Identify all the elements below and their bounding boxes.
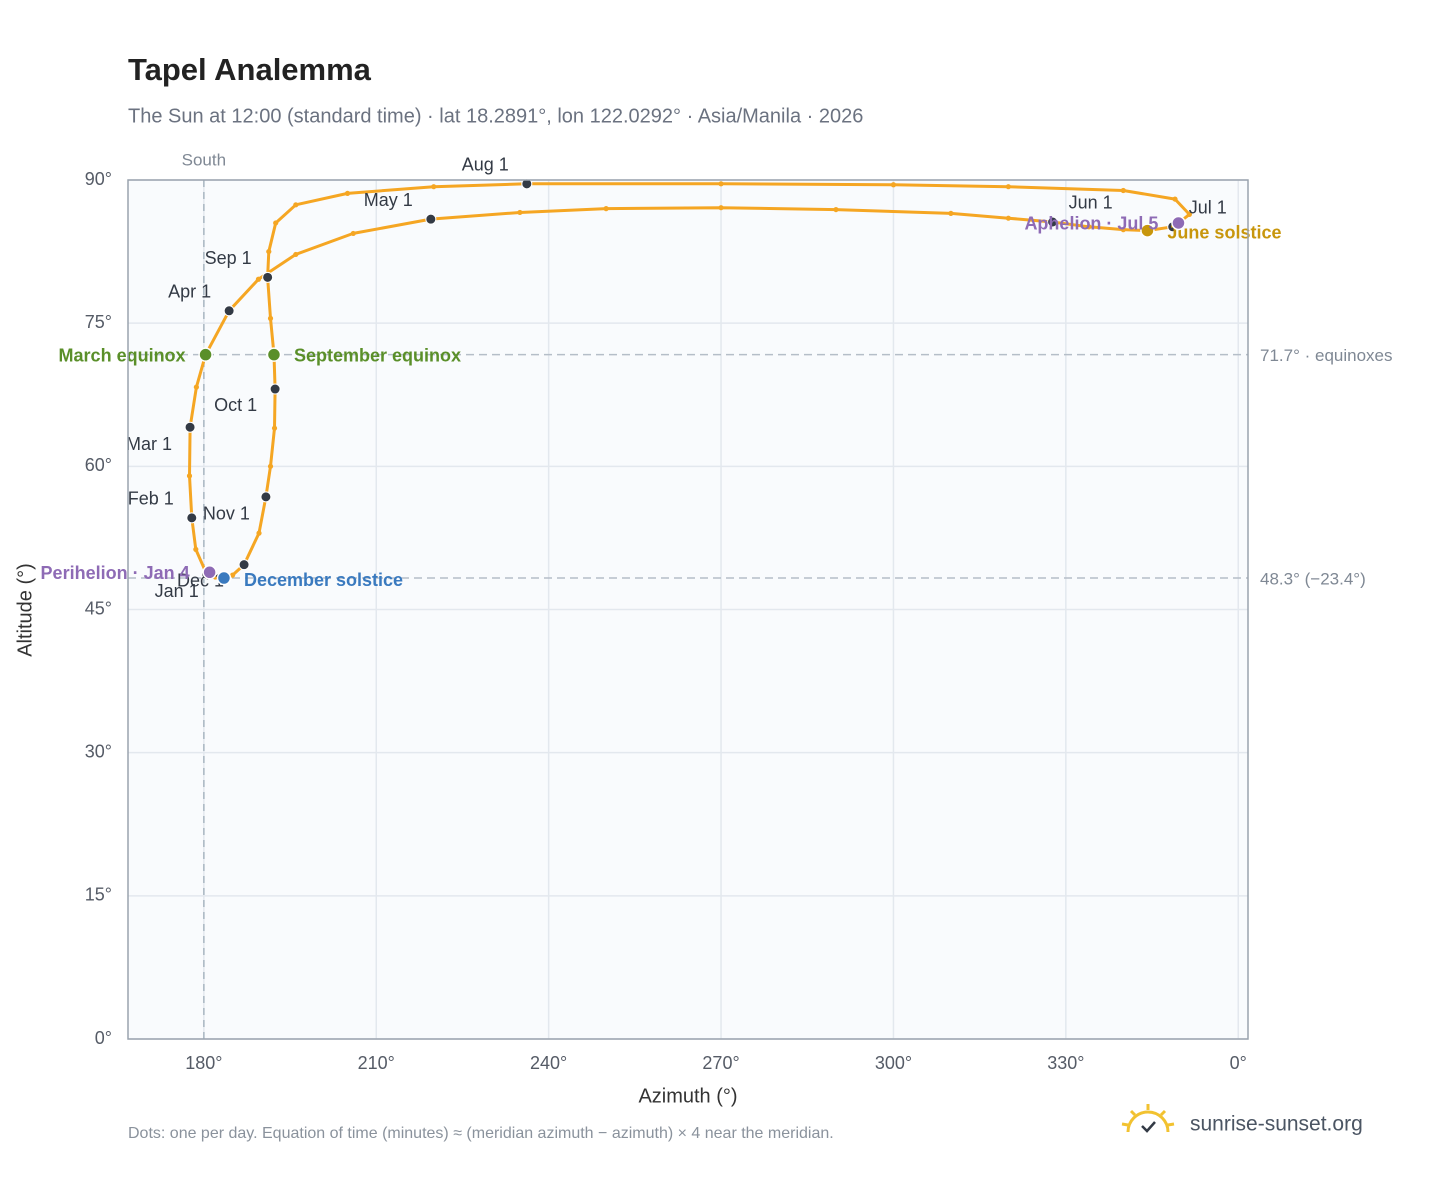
daily-dot [1005, 215, 1011, 221]
daily-dot [273, 220, 279, 226]
month-marker [260, 491, 272, 503]
daily-dot [267, 463, 274, 469]
y-tick-label: 15° [85, 885, 112, 905]
x-tick-label: 180° [185, 1053, 222, 1073]
daily-dot [267, 315, 274, 321]
month-label: Jul 1 [1189, 198, 1227, 218]
brand-logo [1121, 1104, 1175, 1133]
reference-label: 48.3° (−23.4°) [1260, 569, 1366, 588]
month-label: Oct 1 [214, 395, 257, 415]
daily-dot [1172, 196, 1178, 202]
month-marker [184, 421, 196, 433]
reference-label: 71.7° · equinoxes [1260, 346, 1393, 365]
month-marker [269, 383, 281, 395]
event-label: March equinox [59, 345, 186, 365]
chart-subtitle: The Sun at 12:00 (standard time) · lat 1… [128, 105, 863, 127]
month-marker [262, 271, 274, 283]
event-marker [266, 347, 282, 362]
event-label: Perihelion · Jan 4 [41, 563, 190, 583]
month-label: Jan 1 [155, 581, 199, 601]
y-axis-label: Altitude (°) [14, 563, 36, 657]
daily-dot [1186, 211, 1192, 217]
y-tick-label: 60° [85, 455, 112, 475]
daily-dot [293, 251, 299, 258]
event-marker [1140, 223, 1155, 238]
x-tick-label: 210° [358, 1053, 395, 1073]
y-tick-label: 45° [85, 598, 112, 618]
event-label: December solstice [244, 570, 403, 590]
month-marker [238, 559, 250, 571]
daily-dot [186, 473, 193, 479]
x-tick-label: 300° [875, 1053, 912, 1073]
brand-name: sunrise-sunset.org [1190, 1113, 1363, 1136]
daily-dot [271, 425, 278, 431]
month-marker [1047, 216, 1059, 228]
y-tick-label: 0° [95, 1028, 112, 1048]
daily-dot [431, 184, 437, 190]
event-label: Aphelion · Jul 5 [1024, 214, 1158, 234]
chart-title: Tapel Analemma [128, 52, 372, 87]
event-label: June solstice [1167, 222, 1281, 242]
y-tick-label: 30° [85, 741, 112, 761]
month-label: Mar 1 [126, 434, 172, 454]
month-label: Apr 1 [168, 282, 211, 302]
month-label: Feb 1 [128, 489, 174, 509]
daily-dot [1120, 187, 1126, 194]
daily-dot [350, 230, 356, 237]
plot-frame [127, 179, 1249, 1040]
month-label: Nov 1 [203, 504, 250, 524]
month-marker [223, 305, 235, 317]
reference-lines [128, 180, 1248, 1039]
x-axis-label: Azimuth (°) [638, 1085, 737, 1107]
daily-dot [229, 572, 236, 578]
daily-dot [890, 182, 897, 188]
daily-dot [833, 206, 839, 213]
daily-dot [718, 181, 724, 187]
month-marker [186, 512, 198, 524]
y-tick-label: 75° [85, 312, 112, 332]
daily-dot [193, 546, 199, 552]
daily-dot [344, 190, 351, 196]
event-marker [202, 565, 217, 580]
daily-dot [193, 384, 199, 390]
daily-dot [293, 202, 299, 208]
daily-dot [1005, 184, 1011, 190]
daily-dot [1086, 224, 1092, 230]
daily-dot [1120, 227, 1126, 233]
daily-dot [517, 209, 523, 216]
month-label: Aug 1 [462, 155, 509, 175]
x-tick-label: 240° [530, 1053, 567, 1073]
daily-dot [948, 210, 954, 217]
daily-dot [256, 530, 262, 536]
event-label: September equinox [294, 345, 461, 365]
marks: Jan 1 Feb 1 Mar 1 Apr 1 May 1 Jun 1 Jul 1 Aug 1… [41, 155, 1282, 601]
daily-dot [266, 248, 272, 255]
event-marker [198, 347, 213, 362]
meridian-label: South [182, 150, 226, 169]
daily-dot [718, 205, 724, 211]
x-tick-label: 270° [702, 1053, 739, 1073]
month-marker [521, 178, 533, 190]
footnote: Dots: one per day. Equation of time (min… [128, 1125, 834, 1142]
month-marker [425, 213, 437, 225]
month-label: May 1 [364, 190, 413, 210]
event-marker [1171, 215, 1186, 231]
x-tick-label: 0° [1230, 1053, 1247, 1073]
month-label: Jun 1 [1069, 193, 1113, 213]
x-tick-label: 330° [1047, 1053, 1084, 1073]
month-label: Sep 1 [205, 248, 252, 268]
y-tick-label: 90° [85, 169, 112, 189]
event-marker [216, 570, 232, 586]
daily-dot [255, 276, 262, 282]
daily-dot [603, 206, 609, 212]
